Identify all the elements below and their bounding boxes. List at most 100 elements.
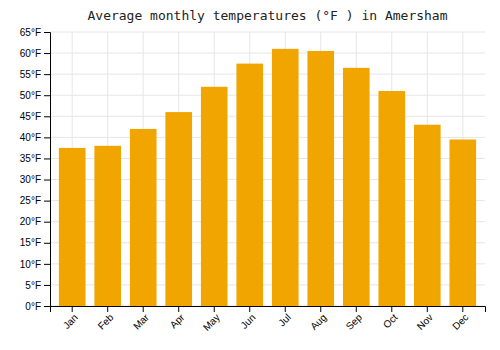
tick-mark: [44, 243, 50, 244]
bar: [378, 91, 405, 306]
tick-mark: [44, 285, 50, 286]
tick: 50°F: [20, 90, 50, 101]
plot: JanFebMarAprMayJunJulAugSepOctNovDec0°F5…: [20, 27, 486, 333]
grid-line: [50, 74, 485, 75]
tick-mark: [44, 222, 50, 223]
x-axis: JanFebMarAprMayJunJulAugSepOctNovDec: [51, 306, 486, 333]
tick: May: [201, 306, 222, 333]
tick: Dec: [450, 306, 470, 332]
tick-label: 45°F: [20, 111, 41, 122]
tick-label: Aug: [308, 312, 328, 332]
tick-label: 55°F: [20, 69, 41, 80]
tick-mark: [391, 306, 392, 312]
tick: Jul: [276, 306, 293, 328]
tick-label: May: [201, 312, 222, 333]
bar: [94, 146, 121, 306]
tick-mark: [44, 74, 50, 75]
bar: [165, 112, 192, 306]
tick: 55°F: [20, 69, 50, 80]
tick: 35°F: [20, 153, 50, 164]
tick-label: 25°F: [20, 195, 41, 206]
bar: [272, 49, 299, 306]
tick-label: 10°F: [20, 259, 41, 270]
tick: 10°F: [20, 259, 50, 270]
tick-label: 60°F: [20, 48, 41, 59]
tick-mark: [44, 137, 50, 138]
bar: [236, 64, 263, 306]
tick-mark: [44, 264, 50, 265]
tick-label: 5°F: [25, 280, 41, 291]
axis-line: [44, 33, 51, 307]
tick: Jun: [238, 306, 257, 331]
grid-line: [50, 95, 485, 96]
tick-mark: [462, 306, 463, 312]
tick-mark: [143, 306, 144, 312]
tick-label: 15°F: [20, 237, 41, 248]
y-axis: 0°F 5°F 10°F 15°F 20°F 25°F 30°F 35°F 40°F 45°F 50…: [20, 27, 51, 312]
grid: [50, 32, 485, 306]
bar: [130, 129, 157, 306]
tick: 40°F: [20, 132, 50, 143]
chart: JanFebMarAprMayJunJulAugSepOctNovDec0°F5…: [0, 0, 500, 350]
title: Average monthly temperatures (°F ) in Am…: [87, 8, 447, 23]
tick-label: Oct: [381, 312, 400, 331]
tick-mark: [320, 306, 321, 312]
tick-mark: [44, 180, 50, 181]
tick-label: 30°F: [20, 174, 41, 185]
tick-mark: [44, 32, 50, 33]
tick-label: 35°F: [20, 153, 41, 164]
tick-mark: [72, 306, 73, 312]
tick: Nov: [415, 306, 435, 332]
tick-label: 20°F: [20, 216, 41, 227]
tick-label: Jul: [276, 312, 293, 329]
bar: [59, 148, 86, 306]
tick: 20°F: [20, 216, 50, 227]
tick: 60°F: [20, 48, 50, 59]
bar: [201, 87, 228, 306]
tick: Mar: [131, 306, 151, 332]
bar: [307, 51, 334, 306]
tick-label: 40°F: [20, 132, 41, 143]
tick: Feb: [96, 306, 116, 332]
grid-line: [50, 32, 485, 33]
tick-mark: [44, 201, 50, 202]
tick-label: Dec: [450, 312, 470, 332]
tick: 45°F: [20, 111, 50, 122]
tick-label: Jan: [61, 312, 80, 331]
tick-label: Jun: [238, 312, 257, 331]
tick-mark: [427, 306, 428, 312]
bar: [414, 125, 441, 306]
tick: 30°F: [20, 174, 50, 185]
tick: Jan: [61, 306, 80, 331]
tick-label: Feb: [96, 311, 116, 331]
tick-mark: [356, 306, 357, 312]
tick-mark: [44, 95, 50, 96]
tick-mark: [44, 158, 50, 159]
tick-mark: [44, 306, 50, 307]
bar: [449, 139, 476, 306]
tick: 5°F: [25, 280, 50, 291]
tick-label: Sep: [344, 311, 365, 332]
tick-label: Nov: [415, 312, 435, 332]
tick-mark: [285, 306, 286, 312]
tick-mark: [107, 306, 108, 312]
bars: [59, 49, 476, 306]
grid-line: [50, 53, 485, 54]
tick-label: 50°F: [20, 90, 41, 101]
tick: 0°F: [25, 301, 50, 312]
tick: Aug: [308, 306, 328, 332]
grid-line: [50, 116, 485, 117]
tick-label: Mar: [131, 311, 151, 331]
tick: 15°F: [20, 237, 50, 248]
tick-mark: [178, 306, 179, 312]
tick-mark: [249, 306, 250, 312]
bar: [343, 68, 370, 306]
tick-mark: [44, 116, 50, 117]
tick: 25°F: [20, 195, 50, 206]
tick-mark: [44, 53, 50, 54]
axis-line: [51, 307, 486, 313]
tick: Sep: [344, 306, 365, 332]
tick: Oct: [381, 306, 400, 330]
tick-label: 0°F: [25, 301, 41, 312]
tick: 65°F: [20, 27, 50, 38]
